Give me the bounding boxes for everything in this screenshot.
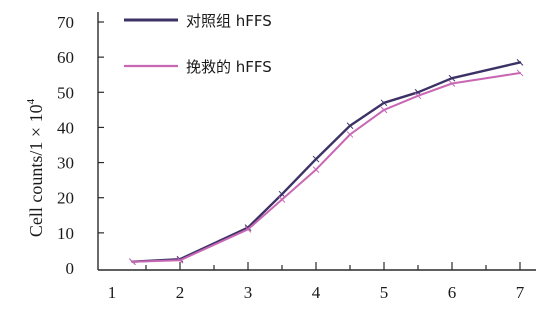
series-layer — [129, 59, 524, 266]
y-tick-label: 40 — [57, 118, 74, 137]
series-line-2 — [131, 72, 521, 263]
series-2-point — [346, 131, 354, 138]
y-tick-label: 20 — [57, 189, 74, 208]
axes: 0 10 20 30 40 50 60 70 1 2 3 4 5 6 7 — [57, 12, 536, 302]
series-1-point — [244, 224, 252, 231]
y-axis-title-main: Cell counts/1 × 10 — [26, 104, 46, 237]
series-1-point — [312, 155, 320, 163]
series-1-point — [448, 74, 456, 82]
legend-label-1: 对照组 hFFS — [186, 12, 272, 30]
series-1-point — [516, 59, 524, 66]
y-tick-label: 10 — [57, 224, 74, 243]
x-tick-label: 4 — [312, 283, 321, 302]
series-2-point — [516, 69, 524, 77]
series-1-point — [380, 99, 388, 107]
y-tick-label: 60 — [57, 48, 74, 67]
y-tick-label: 70 — [57, 13, 74, 32]
x-tick-label: 3 — [244, 283, 253, 302]
legend: 对照组 hFFS 挽救的 hFFS — [124, 12, 272, 76]
series-2-point — [244, 225, 252, 233]
series-1-point — [346, 122, 354, 130]
x-tick-label: 1 — [108, 283, 117, 302]
y-tick-label: 30 — [57, 154, 74, 173]
y-axis-title-superscript: 4 — [25, 98, 37, 104]
x-tick-label: 7 — [516, 283, 525, 302]
series-2-point — [312, 166, 320, 173]
y-axis-title: Cell counts/1 × 104 — [25, 98, 46, 237]
x-tick-label: 5 — [380, 283, 389, 302]
series-2-point — [448, 80, 456, 87]
series-2-point — [414, 92, 422, 100]
series-2-point — [176, 256, 184, 264]
y-tick-label: 0 — [66, 259, 75, 278]
y-tick-label: 50 — [57, 83, 74, 102]
series-1-point — [278, 190, 286, 198]
x-tick-label: 2 — [176, 283, 185, 302]
series-2-point — [380, 106, 388, 114]
legend-label-2: 挽救的 hFFS — [186, 58, 272, 76]
series-line-1 — [131, 61, 522, 263]
series-2-point — [278, 196, 286, 203]
x-tick-label: 6 — [448, 283, 457, 302]
series-2-point — [129, 258, 136, 266]
